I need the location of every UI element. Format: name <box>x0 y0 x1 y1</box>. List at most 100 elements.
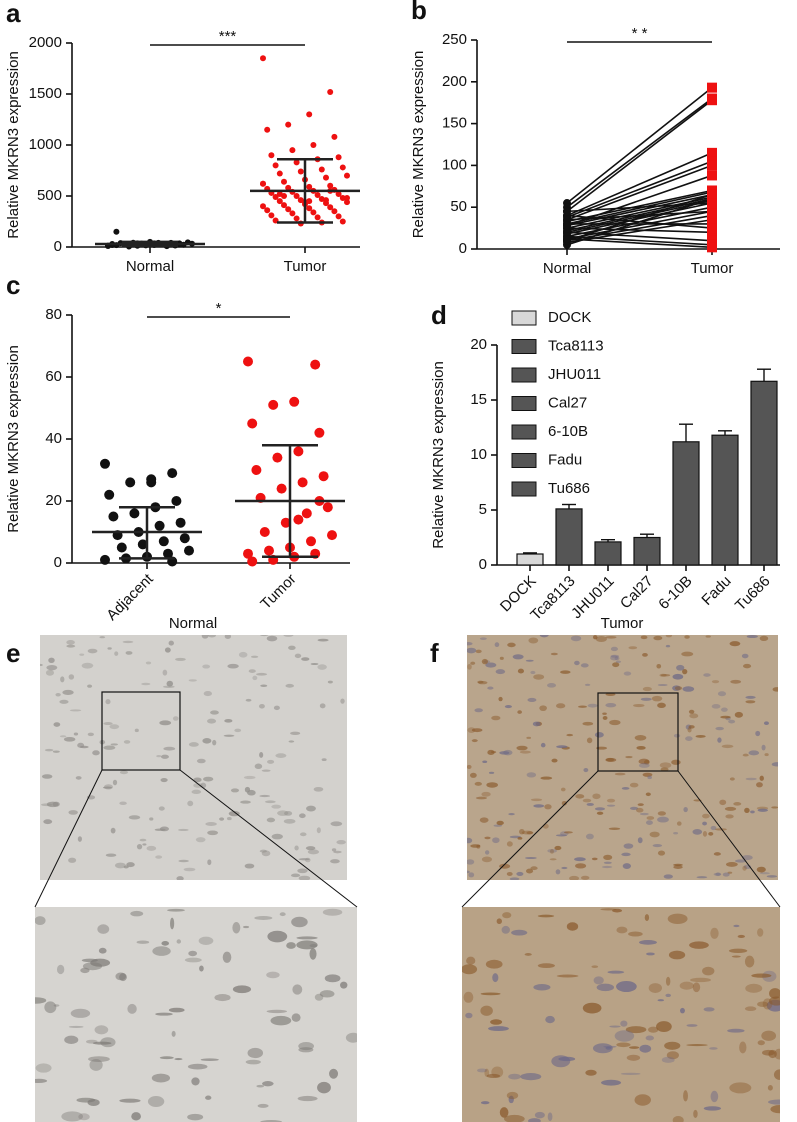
cell <box>330 859 340 864</box>
legend-label: Tu686 <box>548 480 590 497</box>
cell <box>672 673 684 680</box>
cell <box>271 804 282 809</box>
cell <box>508 813 515 816</box>
cell <box>688 725 695 729</box>
cell <box>763 721 769 726</box>
cell <box>625 1026 647 1034</box>
legend-swatch <box>511 481 537 497</box>
legend-label: Cal27 <box>548 394 587 411</box>
cell <box>526 736 532 739</box>
cell <box>768 1049 777 1059</box>
cell <box>744 1006 757 1012</box>
bar <box>672 441 700 566</box>
cell <box>222 951 232 963</box>
legend-label: 6-10B <box>548 423 588 440</box>
cell <box>243 775 256 780</box>
cell <box>345 1032 357 1043</box>
cell <box>659 673 667 677</box>
cell <box>87 732 94 737</box>
cell <box>720 707 728 712</box>
cell <box>657 702 666 708</box>
cell <box>480 1005 493 1016</box>
cell <box>525 659 534 662</box>
cell <box>606 798 616 803</box>
y-tick-label: 0 <box>54 238 62 255</box>
data-point <box>272 194 279 201</box>
cell <box>245 698 252 702</box>
data-point <box>125 477 136 488</box>
cell <box>519 828 525 835</box>
cell <box>202 738 212 744</box>
panel-label: f <box>430 638 439 668</box>
cell <box>566 733 573 737</box>
cell <box>329 1068 339 1079</box>
cell <box>570 635 582 642</box>
cell <box>324 974 341 983</box>
cell <box>601 865 613 869</box>
cell <box>94 1025 109 1035</box>
cell <box>528 1118 541 1122</box>
cell <box>506 841 513 847</box>
cell <box>68 674 75 680</box>
cell <box>77 742 85 748</box>
cell <box>607 970 625 974</box>
pair-line <box>566 152 713 217</box>
y-tick-label: 40 <box>45 430 62 447</box>
cell <box>750 810 755 814</box>
cell <box>487 686 494 690</box>
data-point <box>344 172 350 179</box>
cell <box>616 1042 631 1048</box>
cell <box>466 956 476 965</box>
pair-line <box>566 174 713 227</box>
cell <box>296 940 318 950</box>
cell <box>35 1078 48 1084</box>
cell <box>502 912 512 919</box>
cell <box>141 682 151 686</box>
cell <box>660 767 669 772</box>
cell <box>580 663 589 668</box>
cell <box>273 705 280 711</box>
cell <box>259 849 267 853</box>
cell <box>317 664 327 670</box>
cell <box>110 827 116 834</box>
cell <box>267 930 288 943</box>
cell <box>477 680 484 684</box>
pair-line <box>566 99 713 213</box>
cell <box>474 781 482 786</box>
cell <box>645 1035 655 1041</box>
data-point <box>281 178 287 185</box>
cell <box>119 770 128 775</box>
cell <box>98 947 107 954</box>
cell <box>103 722 113 726</box>
data-point <box>108 511 119 522</box>
y-tick-label: 100 <box>442 156 467 173</box>
data-point <box>260 203 266 210</box>
cell <box>771 806 778 809</box>
cell <box>602 712 607 715</box>
cell <box>506 1091 519 1100</box>
cell <box>259 794 271 798</box>
cell <box>725 814 734 819</box>
cell <box>668 950 686 960</box>
cell <box>136 843 143 850</box>
x-tick-label: Tu686 <box>732 573 774 615</box>
cell <box>161 940 170 946</box>
cell <box>309 948 317 960</box>
cell <box>585 1069 597 1076</box>
cell <box>596 746 608 750</box>
y-tick-label: 10 <box>470 446 487 463</box>
y-tick-label: 80 <box>45 306 62 323</box>
cell <box>290 873 301 878</box>
data-point <box>243 548 253 559</box>
cell <box>649 831 660 838</box>
data-point <box>327 530 337 541</box>
data-point <box>129 508 140 519</box>
cell <box>555 869 561 875</box>
cell <box>745 983 763 993</box>
cell <box>733 802 742 806</box>
cell <box>692 828 703 835</box>
cell <box>555 703 566 709</box>
cell <box>554 845 562 851</box>
cell <box>78 1113 90 1121</box>
cell <box>485 959 503 969</box>
